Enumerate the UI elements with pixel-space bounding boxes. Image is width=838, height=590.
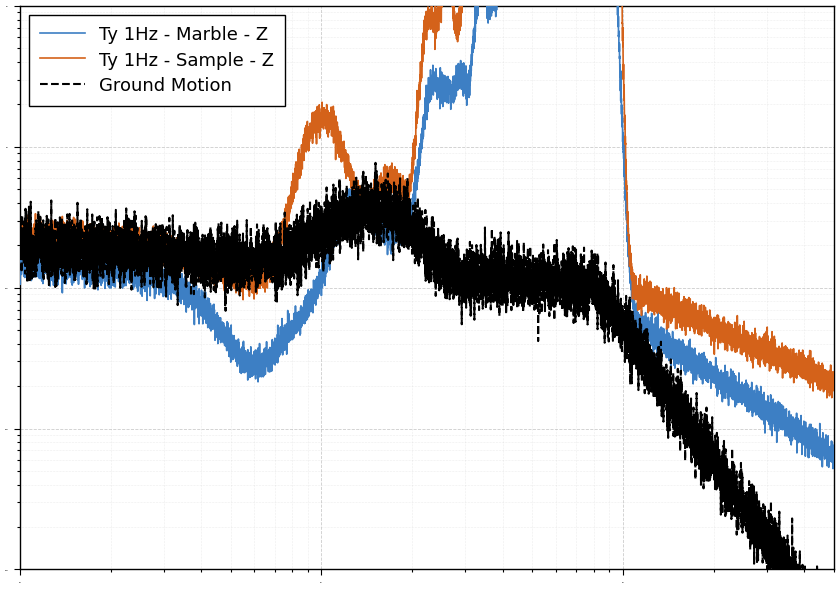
Ground Motion	[370, 159, 380, 166]
Ground Motion	[496, 271, 506, 278]
Ground Motion	[618, 319, 628, 326]
Ground Motion	[532, 255, 542, 262]
Ground Motion	[309, 234, 319, 241]
Ty 1Hz - Marble - Z	[618, 140, 628, 148]
Ty 1Hz - Marble - Z	[309, 286, 319, 293]
Ty 1Hz - Sample - Z	[829, 381, 838, 388]
Ground Motion	[15, 248, 25, 255]
Legend: Ty 1Hz - Marble - Z, Ty 1Hz - Sample - Z, Ground Motion: Ty 1Hz - Marble - Z, Ty 1Hz - Sample - Z…	[29, 15, 285, 106]
Ground Motion	[56, 222, 66, 229]
Ty 1Hz - Marble - Z	[56, 264, 66, 271]
Ty 1Hz - Marble - Z	[15, 248, 25, 255]
Line: Ty 1Hz - Marble - Z: Ty 1Hz - Marble - Z	[20, 0, 834, 468]
Ground Motion	[661, 378, 671, 385]
Ty 1Hz - Sample - Z	[309, 125, 319, 132]
Ty 1Hz - Sample - Z	[822, 394, 832, 401]
Ty 1Hz - Marble - Z	[828, 465, 838, 472]
Line: Ground Motion: Ground Motion	[20, 163, 834, 590]
Ty 1Hz - Sample - Z	[56, 219, 66, 227]
Ty 1Hz - Sample - Z	[661, 306, 671, 313]
Ty 1Hz - Marble - Z	[829, 456, 838, 463]
Ty 1Hz - Marble - Z	[661, 336, 671, 343]
Ty 1Hz - Sample - Z	[618, 57, 628, 64]
Line: Ty 1Hz - Sample - Z: Ty 1Hz - Sample - Z	[20, 0, 834, 398]
Ty 1Hz - Sample - Z	[15, 232, 25, 240]
